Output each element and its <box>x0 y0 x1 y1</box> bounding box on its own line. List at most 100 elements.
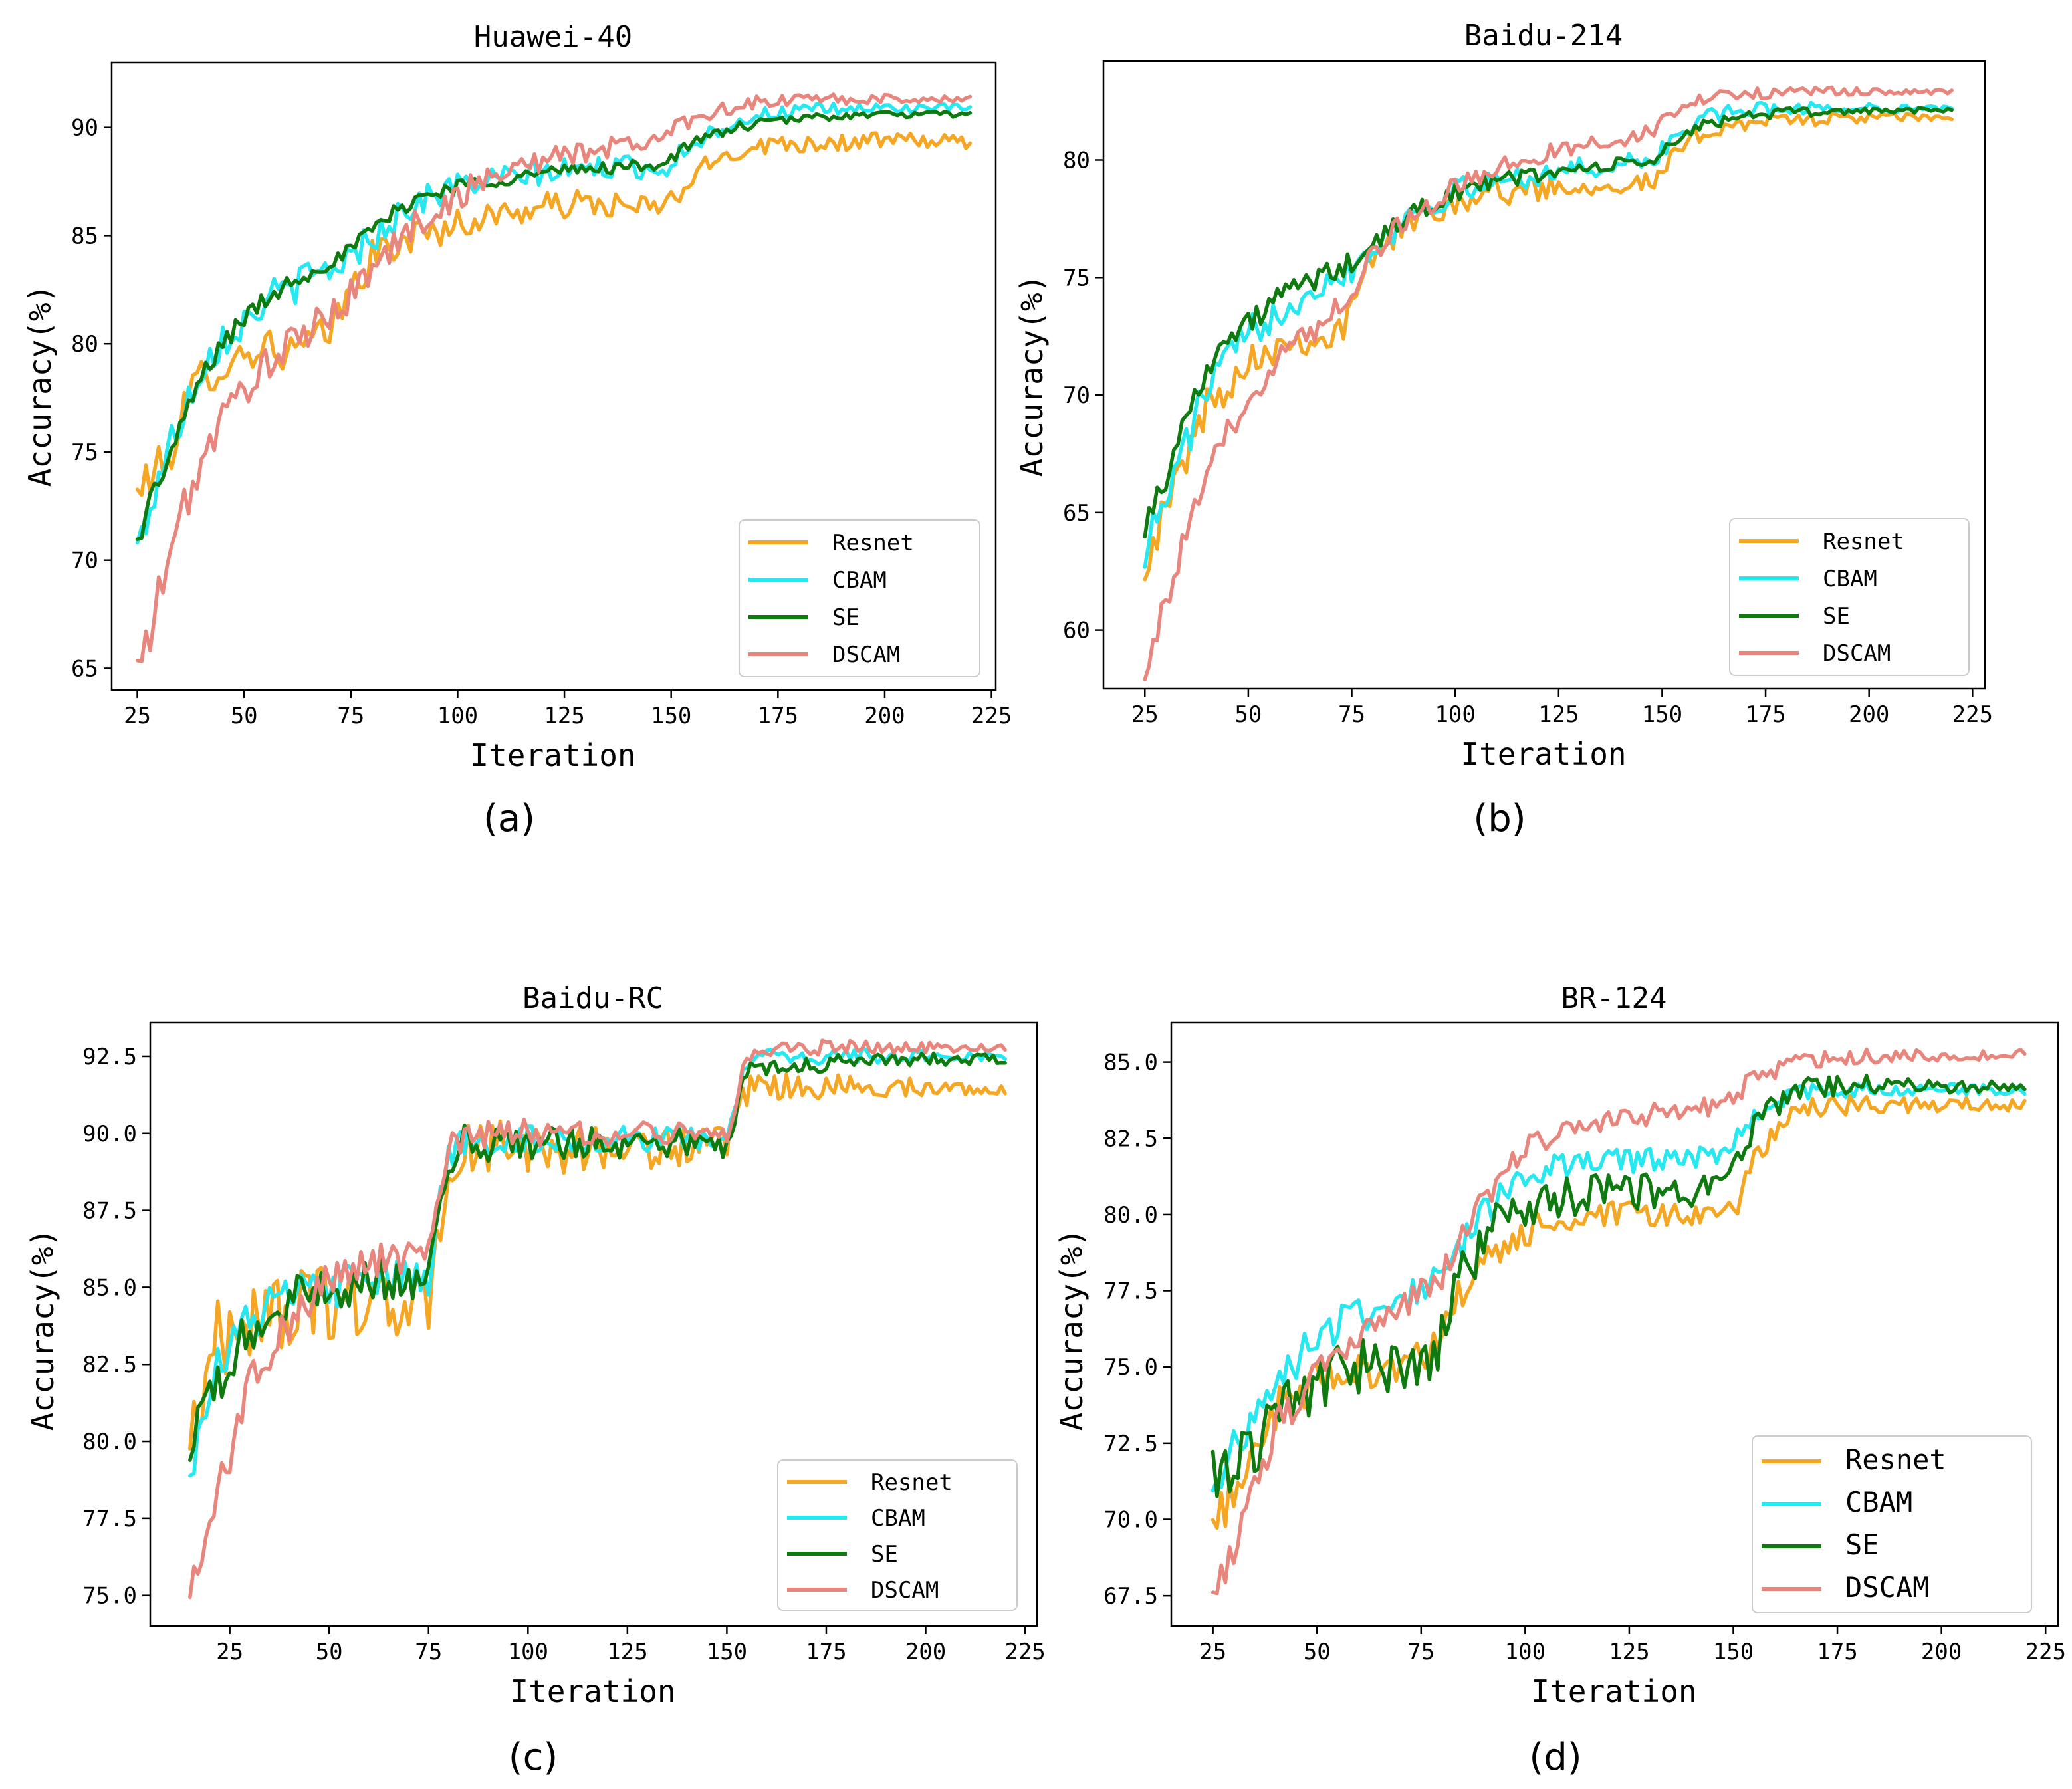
y-tick-label: 70 <box>1063 382 1090 409</box>
x-tick-label: 150 <box>1713 1639 1754 1665</box>
legend-label-dscam: DSCAM <box>832 642 900 668</box>
x-tick-label: 150 <box>651 703 691 729</box>
chart-title: Huawei-40 <box>474 20 632 54</box>
y-tick-label: 67.5 <box>1103 1583 1158 1610</box>
y-tick-label: 75.0 <box>82 1583 137 1610</box>
y-axis-title: Accuracy(%) <box>1054 1229 1090 1431</box>
chart-panel-c: Baidu-RC Iteration Accuracy(%) (c) 25 50 7… <box>25 981 1046 1779</box>
y-tick-label: 85.0 <box>82 1274 137 1301</box>
legend-label-se: SE <box>871 1541 898 1568</box>
x-tick-label: 175 <box>1745 701 1785 728</box>
legend-label-dscam: DSCAM <box>1823 640 1891 667</box>
series-group <box>1143 85 1954 681</box>
legend-label-cbam: CBAM <box>871 1505 925 1532</box>
legend-label-cbam: CBAM <box>1823 566 1877 592</box>
x-tick-label: 225 <box>2025 1639 2066 1665</box>
subcaption: (d) <box>1529 1736 1581 1779</box>
legend-box <box>1729 518 1970 676</box>
x-tick-label: 175 <box>1817 1639 1857 1665</box>
x-tick-label: 75 <box>1407 1639 1435 1665</box>
x-tick-label: 100 <box>1505 1639 1546 1665</box>
x-tick-label: 75 <box>415 1639 442 1665</box>
y-tick-label: 65 <box>1063 500 1090 527</box>
y-tick-label: 80 <box>1063 147 1090 174</box>
y-tick-label: 85.0 <box>1103 1050 1158 1076</box>
legend-label-cbam: CBAM <box>832 567 887 594</box>
x-tick-label: 200 <box>905 1639 946 1665</box>
legend-label-dscam: DSCAM <box>1845 1571 1929 1604</box>
x-tick-label: 200 <box>864 703 905 729</box>
x-tick-label: 225 <box>1952 701 1993 728</box>
series-line-cbam <box>135 101 973 545</box>
x-tick-label: 125 <box>1538 701 1579 728</box>
legend-label-se: SE <box>1823 603 1850 630</box>
series-line-cbam <box>188 1047 1007 1478</box>
plot-frame <box>149 1021 1038 1627</box>
y-tick-label: 92.5 <box>82 1044 137 1070</box>
series-line-dscam <box>1143 85 1954 681</box>
x-tick-label: 25 <box>124 703 151 729</box>
y-tick-label: 65 <box>71 656 98 682</box>
legend-label-se: SE <box>1845 1528 1879 1561</box>
x-tick-label: 125 <box>1609 1639 1649 1665</box>
legend-label-resnet: Resnet <box>1845 1443 1946 1476</box>
x-tick-label: 50 <box>1234 701 1262 728</box>
legend-label-cbam: CBAM <box>1845 1486 1912 1518</box>
y-tick-label: 72.5 <box>1103 1431 1158 1457</box>
series-line-cbam <box>1210 1080 2027 1493</box>
y-tick-label: 87.5 <box>82 1198 137 1225</box>
series-line-dscam <box>188 1038 1007 1600</box>
x-tick-label: 225 <box>971 703 1012 729</box>
x-tick-label: 100 <box>508 1639 548 1665</box>
x-axis-title: Iteration <box>510 1673 675 1709</box>
x-tick-label: 225 <box>1004 1639 1045 1665</box>
x-tick-label: 200 <box>1921 1639 1962 1665</box>
y-tick-label: 90 <box>71 115 98 142</box>
x-tick-label: 25 <box>216 1639 243 1665</box>
series-line-resnet <box>1143 110 1954 582</box>
subcaption: (b) <box>1473 797 1526 840</box>
y-tick-label: 82.5 <box>82 1352 137 1378</box>
y-tick-label: 75 <box>71 439 98 466</box>
y-tick-label: 60 <box>1063 618 1090 644</box>
series-line-dscam <box>135 92 973 663</box>
series-line-se <box>1210 1074 2027 1498</box>
x-tick-label: 25 <box>1199 1639 1226 1665</box>
legend: Resnet CBAM SE DSCAM <box>777 1459 1018 1611</box>
y-tick-label: 77.5 <box>82 1506 137 1532</box>
x-axis-title: Iteration <box>1531 1673 1696 1709</box>
y-axis-title: Accuracy(%) <box>1014 275 1050 477</box>
x-tick-label: 125 <box>544 703 584 729</box>
x-tick-label: 25 <box>1131 701 1159 728</box>
series-line-dscam <box>1210 1047 2027 1596</box>
x-tick-label: 50 <box>316 1639 343 1665</box>
x-tick-label: 50 <box>231 703 258 729</box>
x-tick-label: 175 <box>758 703 798 729</box>
chart-title: Baidu-RC <box>522 981 663 1015</box>
x-tick-label: 100 <box>1435 701 1475 728</box>
chart-panel-a: Huawei-40 Iteration Accuracy(%) (a) 25 50… <box>22 20 1012 840</box>
y-tick-label: 75 <box>1063 265 1090 291</box>
y-tick-label: 85 <box>71 223 98 249</box>
series-line-se <box>135 110 973 541</box>
legend: Resnet CBAM SE DSCAM <box>1752 1435 2032 1613</box>
chart-panel-d: BR-124 Iteration Accuracy(%) (d) 25 50 75 1… <box>1054 981 2066 1779</box>
y-tick-label: 80.0 <box>82 1429 137 1455</box>
series-line-se <box>1143 106 1954 539</box>
legend-label-resnet: Resnet <box>871 1469 953 1496</box>
x-tick-label: 200 <box>1849 701 1889 728</box>
x-axis-title: Iteration <box>1460 736 1626 772</box>
y-tick-label: 77.5 <box>1103 1278 1158 1305</box>
y-tick-label: 82.5 <box>1103 1126 1158 1152</box>
legend: Resnet CBAM SE DSCAM <box>739 519 980 677</box>
legend-box <box>1752 1435 2032 1613</box>
x-tick-label: 100 <box>437 703 478 729</box>
series-group <box>1210 1047 2027 1596</box>
y-tick-label: 70 <box>71 548 98 574</box>
y-tick-label: 80 <box>71 331 98 358</box>
y-tick-label: 90.0 <box>82 1121 137 1147</box>
legend-label-se: SE <box>832 604 860 631</box>
y-tick-label: 75.0 <box>1103 1354 1158 1381</box>
x-tick-label: 125 <box>607 1639 647 1665</box>
